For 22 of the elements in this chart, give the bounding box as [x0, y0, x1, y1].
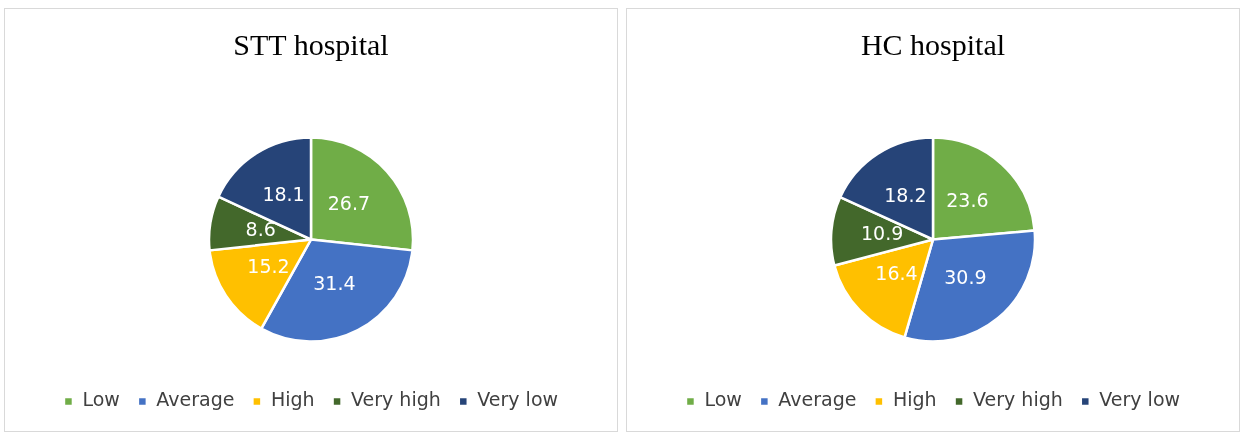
data-label: 30.9	[944, 265, 987, 288]
data-label: 16.4	[875, 262, 918, 285]
legend-label: Very high	[351, 388, 441, 411]
chart-title: HC hospital	[860, 27, 1006, 61]
data-label: 15.2	[247, 254, 290, 277]
legend-label: Very low	[477, 388, 559, 411]
legend-label: High	[892, 388, 937, 411]
data-label: 31.4	[313, 271, 356, 294]
data-label: 8.6	[245, 218, 276, 241]
data-label: 18.2	[884, 183, 927, 206]
legend-label: Average	[778, 388, 857, 411]
data-label: 18.1	[262, 183, 305, 206]
legend-label: Low	[704, 388, 742, 411]
legend-label: Low	[82, 388, 120, 411]
legend-label: Very high	[973, 388, 1063, 411]
chart-title: STT hospital	[233, 27, 389, 61]
legend-label: Very low	[1099, 388, 1181, 411]
legend-label: Average	[156, 388, 235, 411]
data-label: 26.7	[327, 192, 371, 215]
data-label: 10.9	[861, 222, 904, 245]
legend-label: High	[270, 388, 315, 411]
data-label: 23.6	[946, 188, 989, 211]
